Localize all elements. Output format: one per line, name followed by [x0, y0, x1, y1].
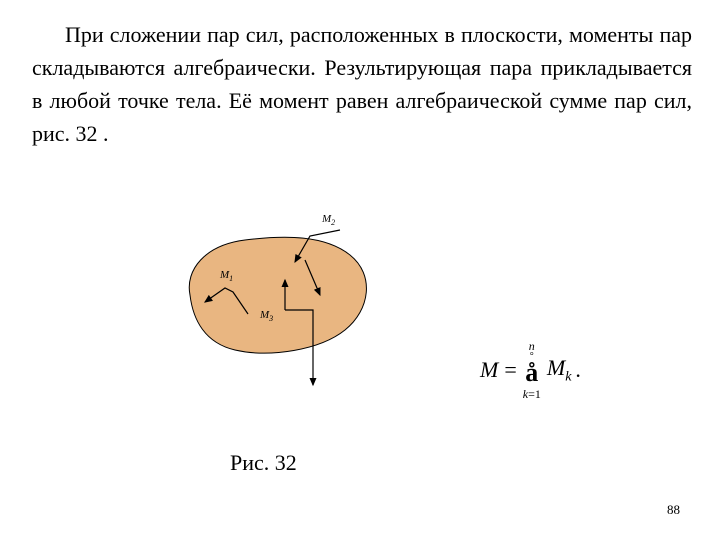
formula-equals: =	[504, 357, 516, 383]
svg-text:M2: M2	[321, 213, 335, 227]
page-number: 88	[667, 502, 680, 518]
formula-period: .	[575, 357, 581, 383]
body-paragraph: При сложении пар сил, расположенных в пл…	[32, 18, 692, 150]
formula: M = n ° å k=1 Mk .	[480, 340, 581, 400]
sum-lower: k=1	[523, 388, 541, 400]
formula-M: M	[480, 357, 498, 383]
formula-Mk-sub: k	[565, 369, 571, 384]
formula-Mk-letter: M	[547, 355, 565, 380]
sum-symbol: å	[525, 360, 538, 386]
formula-Mk: Mk	[547, 355, 572, 385]
figure-diagram: M1M2M3	[150, 200, 410, 420]
formula-sum: n ° å k=1	[523, 340, 541, 400]
sum-lower-eq: =	[528, 387, 535, 401]
figure-caption: Рис. 32	[230, 450, 297, 476]
sum-lower-1: 1	[535, 387, 541, 401]
